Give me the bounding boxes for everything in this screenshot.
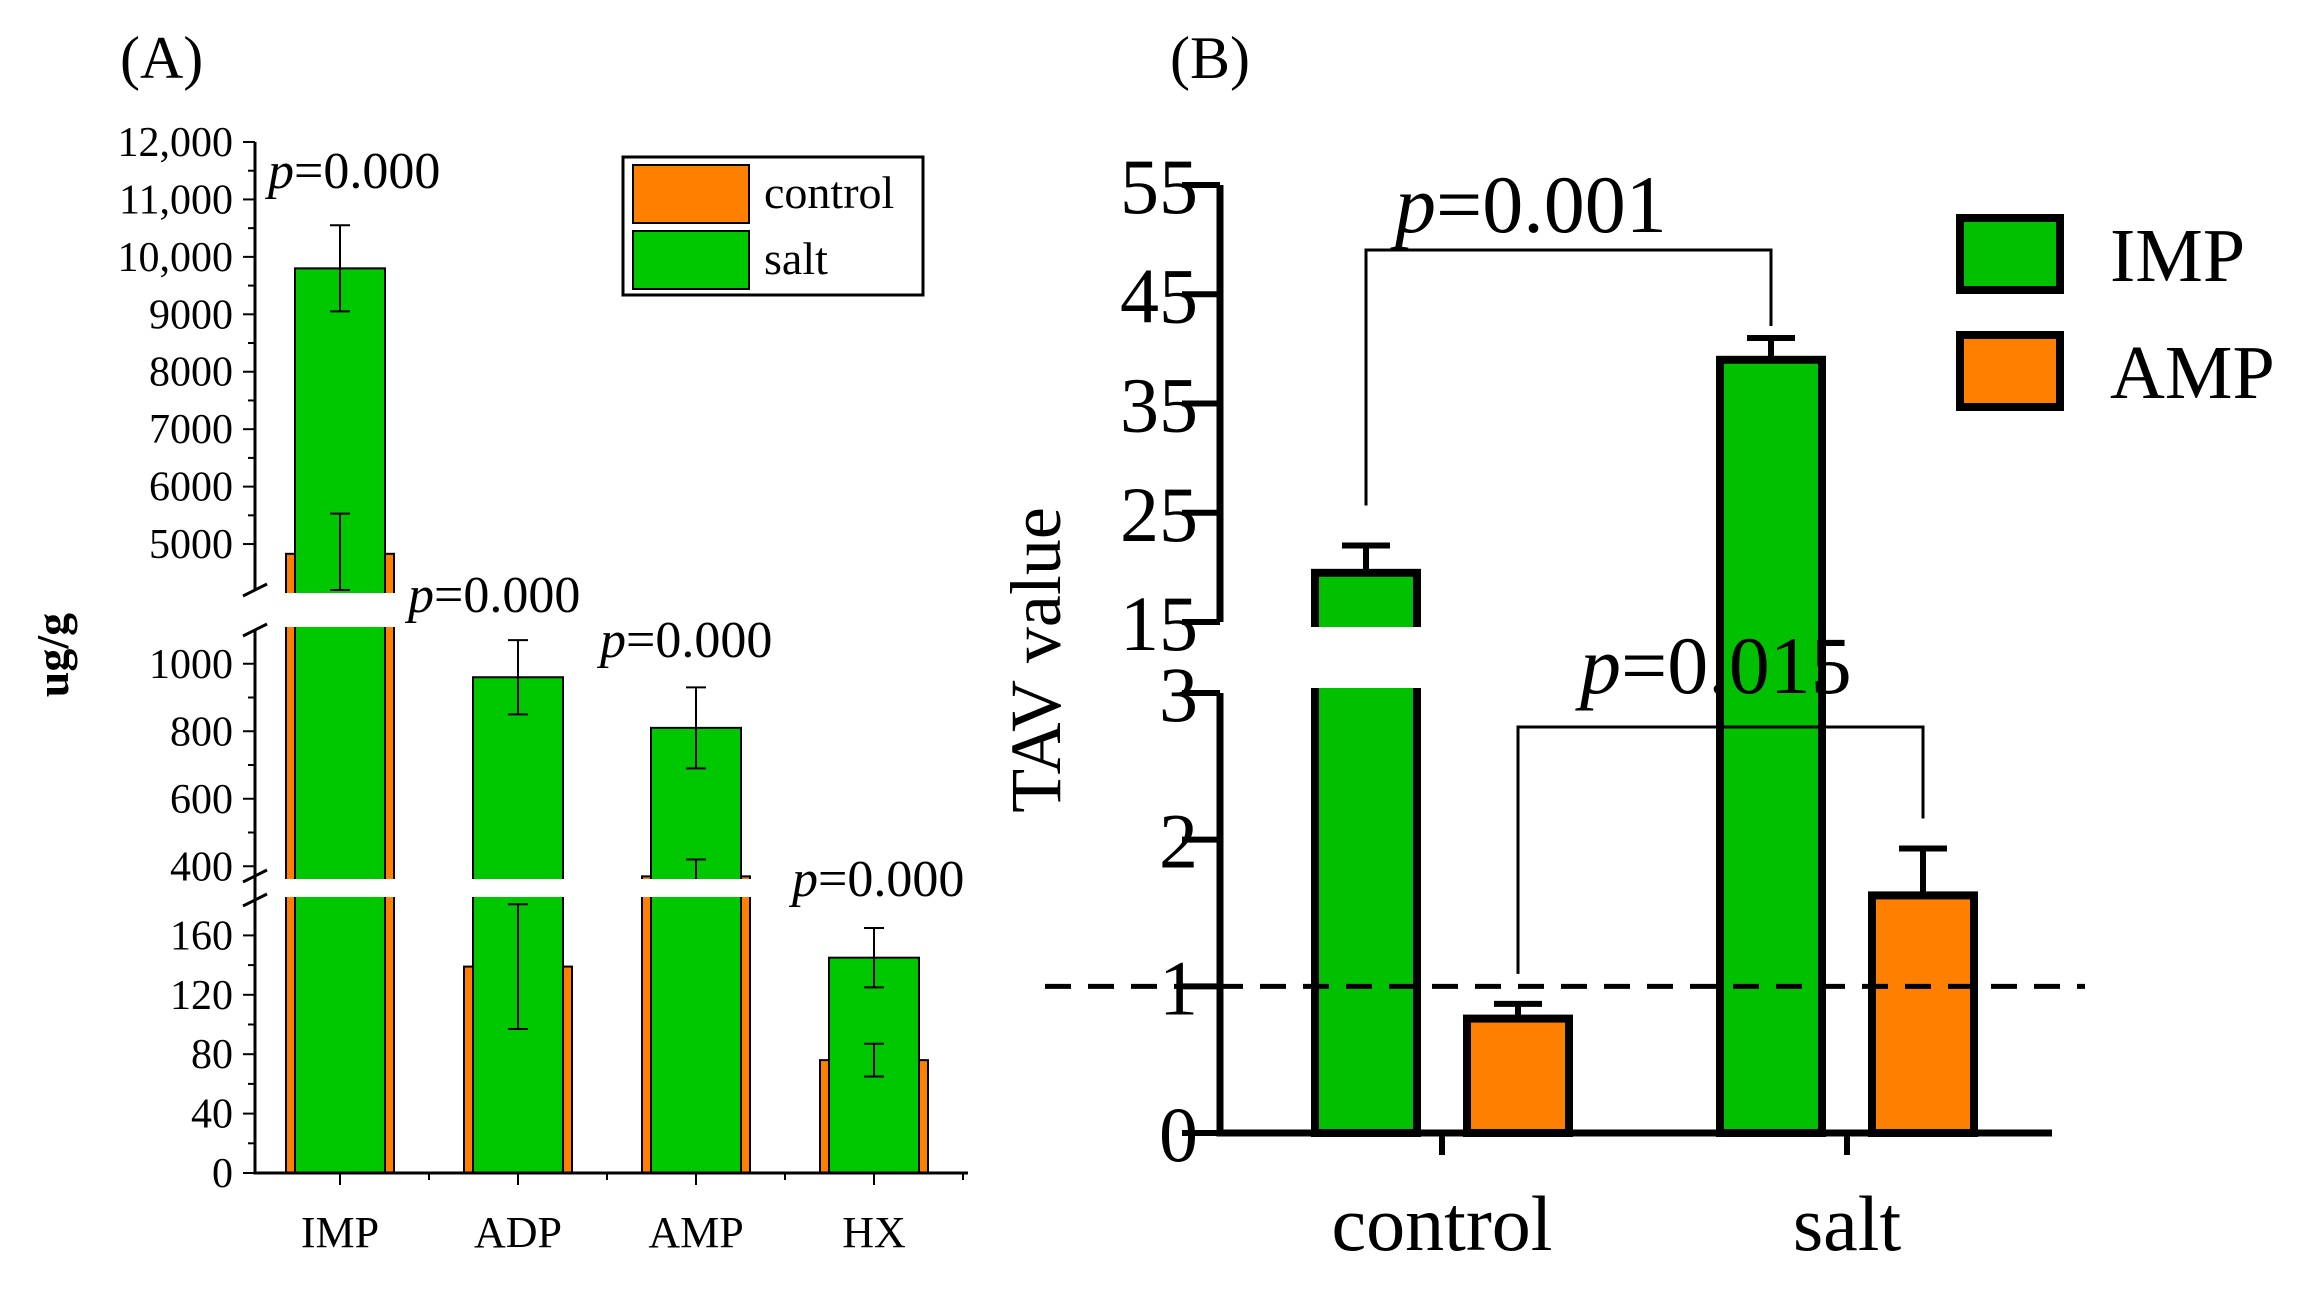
panel-a-y-tick-label: 600 <box>170 777 233 823</box>
panel-a-y-tick-label: 80 <box>191 1032 233 1078</box>
legend-swatch-AMP <box>1956 331 2064 411</box>
panel-b-comparison-bracket-IMP <box>1364 248 1773 506</box>
panel-b-error-bar-IMP-control <box>1342 542 1390 573</box>
panel-b-bar-AMP-salt <box>1868 891 1978 1138</box>
panel-a-error-bar-salt-adp <box>508 639 528 716</box>
panel-a-legend: control salt <box>621 155 925 297</box>
panel-a-error-bar-control-imp <box>330 512 350 591</box>
break-slash <box>242 868 268 884</box>
panel-b-axis-break-band <box>1225 627 1485 688</box>
panel-a-y-tick-label: 6000 <box>149 465 233 511</box>
panel-a-y-tick-label: 800 <box>170 709 233 755</box>
panel-a-y-tick-label: 10,000 <box>118 235 234 281</box>
panel-b-y-axis-label: TAV value <box>996 507 1076 813</box>
panel-b-error-bar-IMP-salt <box>1747 334 1795 360</box>
panel-a-p-value-adp: p=0.000 <box>404 567 580 624</box>
panel-b-comparison-bracket-AMP <box>1516 725 1925 974</box>
legend-label-AMP: AMP <box>2110 331 2275 415</box>
legend-label-salt: salt <box>764 233 828 284</box>
panel-a-x-tick-label-hx: HX <box>842 1208 906 1257</box>
panel-b-legend: IMP AMP <box>1956 214 2275 415</box>
panel-b-y-tick-label: 15 <box>1120 580 1198 667</box>
panel-a-chart: ug/g IMP ADP AMP HX 0 40 80 120 160 400 600 800 1000… <box>27 120 968 1257</box>
legend-swatch-IMP <box>1956 214 2064 294</box>
panel-b-x-tick-label-salt: salt <box>1793 1180 1902 1267</box>
panel-a-x-tick-label-adp: ADP <box>474 1208 562 1257</box>
panel-a-axis-break-mark-0 <box>242 868 268 908</box>
panel-a-error-bar-control-adp <box>508 903 528 1030</box>
panel-a-y-tick-label: 7000 <box>149 407 233 453</box>
panel-a-y-tick-label: 160 <box>170 913 233 959</box>
break-slash <box>242 622 268 638</box>
panel-a-y-tick-label: 40 <box>191 1092 233 1138</box>
legend-label-IMP: IMP <box>2110 214 2245 298</box>
panel-a-x-tick-label-imp: IMP <box>301 1208 379 1257</box>
legend-swatch-salt <box>632 230 750 290</box>
panel-a-y-axis-label: ug/g <box>27 613 78 697</box>
panel-a-error-bar-salt-hx <box>864 926 884 989</box>
panel-a-y-tick-label: 0 <box>212 1151 233 1197</box>
panel-a-bar-salt-imp <box>294 267 386 1175</box>
panel-b-y-tick-label: 35 <box>1120 362 1198 449</box>
panel-b-error-bar-AMP-salt <box>1899 845 1947 896</box>
panel-a-y-tick-label: 11,000 <box>119 177 233 223</box>
panel-a-y-tick-label: 12,000 <box>118 120 234 166</box>
panel-a-error-bar-salt-amp <box>686 686 706 770</box>
panel-a-error-bar-salt-imp <box>330 224 350 313</box>
panel-b-label: (B) <box>1170 25 1250 91</box>
panel-a-p-value-amp: p=0.000 <box>596 612 772 669</box>
panel-a-axis-break-band-0 <box>262 879 772 897</box>
panel-a-p-value-imp: p=0.000 <box>264 143 440 200</box>
panel-a-y-tick-label: 120 <box>170 973 233 1019</box>
panel-b-p-value-IMP: p=0.001 <box>1390 159 1667 250</box>
panel-b-y-tick-label: 45 <box>1120 252 1198 339</box>
panel-b-y-tick-label: 55 <box>1120 143 1198 230</box>
panel-a-label: (A) <box>120 25 203 91</box>
panel-a-error-bar-control-hx <box>864 1042 884 1078</box>
panel-b-y-tick-label: 2 <box>1159 798 1198 885</box>
break-slash <box>242 582 268 598</box>
panel-a-axis-break-band-1 <box>262 593 772 627</box>
panel-a-x-tick-label-amp: AMP <box>648 1208 743 1257</box>
panel-a-axis-break-mark-1 <box>242 582 268 638</box>
panel-b-y-tick-label: 25 <box>1120 471 1198 558</box>
panel-b-x-tick-label-control: control <box>1332 1180 1553 1267</box>
panel-a-y-tick-label: 5000 <box>149 522 233 568</box>
panel-b-bar-AMP-control <box>1463 1014 1573 1137</box>
legend-label-control: control <box>764 167 894 218</box>
panel-a-bar-salt-amp <box>650 726 742 1174</box>
legend-swatch-control <box>632 164 750 224</box>
panel-b-error-bar-AMP-control <box>1494 1000 1542 1019</box>
panel-a-y-tick-label: 9000 <box>149 292 233 338</box>
panel-a-y-tick-label: 1000 <box>149 642 233 688</box>
panel-b-bar-IMP-salt <box>1716 355 1826 1137</box>
panel-a-p-value-hx: p=0.000 <box>788 851 964 908</box>
panel-a-y-tick-label: 8000 <box>149 350 233 396</box>
panel-a-y-tick-label: 400 <box>170 844 233 890</box>
break-slash <box>242 892 268 908</box>
panel-b-y-tick-label: 0 <box>1159 1091 1198 1178</box>
panel-b-y-tick-label: 3 <box>1159 651 1198 738</box>
panel-b-p-value-AMP: p=0.015 <box>1575 620 1852 711</box>
